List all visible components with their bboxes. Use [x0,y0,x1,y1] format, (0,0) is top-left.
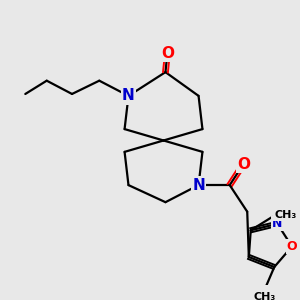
Text: N: N [272,217,283,230]
Text: N: N [122,88,135,104]
Text: O: O [161,46,174,61]
Text: O: O [286,240,297,253]
Text: CH₃: CH₃ [274,210,296,220]
Text: N: N [192,178,205,193]
Text: O: O [237,157,250,172]
Text: CH₃: CH₃ [254,292,276,300]
